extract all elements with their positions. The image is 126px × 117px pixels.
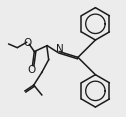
Text: O: O <box>23 38 32 48</box>
Text: N: N <box>56 44 64 54</box>
Text: O: O <box>27 65 35 75</box>
